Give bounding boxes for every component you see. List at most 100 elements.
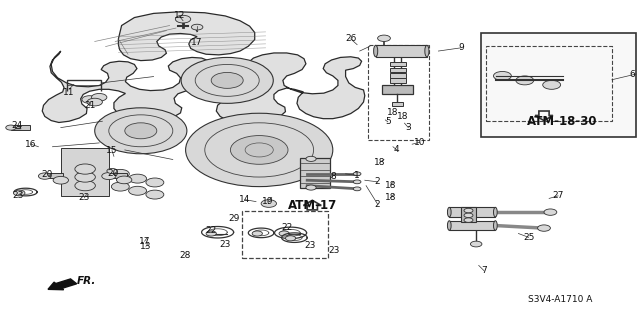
Circle shape	[544, 209, 557, 215]
Circle shape	[285, 236, 296, 241]
Text: 23: 23	[220, 240, 231, 249]
Circle shape	[87, 98, 102, 106]
Text: 16: 16	[25, 140, 36, 149]
Circle shape	[175, 15, 191, 23]
Text: 8: 8	[330, 172, 335, 181]
Circle shape	[252, 231, 262, 236]
Text: 25: 25	[523, 233, 534, 242]
Circle shape	[230, 136, 288, 164]
Text: 15: 15	[106, 146, 118, 155]
Circle shape	[82, 96, 97, 103]
Circle shape	[470, 241, 482, 247]
Ellipse shape	[493, 207, 497, 217]
Circle shape	[493, 71, 511, 80]
Circle shape	[306, 156, 316, 161]
Text: 28: 28	[179, 251, 191, 260]
Ellipse shape	[425, 45, 429, 57]
Text: 19: 19	[262, 197, 273, 206]
Bar	[449, 207, 495, 217]
Text: 26: 26	[345, 34, 356, 43]
Circle shape	[129, 186, 147, 195]
Circle shape	[543, 80, 561, 89]
Text: 23: 23	[328, 246, 340, 255]
Bar	[390, 62, 406, 66]
Bar	[481, 33, 636, 137]
Circle shape	[111, 182, 129, 191]
Text: 23: 23	[12, 191, 24, 200]
Text: 12: 12	[173, 11, 185, 20]
Text: 2: 2	[375, 200, 380, 209]
Circle shape	[464, 208, 473, 213]
Polygon shape	[42, 51, 365, 124]
Bar	[486, 46, 612, 121]
Text: 17: 17	[191, 38, 203, 47]
Text: 7: 7	[481, 266, 486, 275]
Circle shape	[146, 178, 164, 187]
Bar	[376, 45, 427, 57]
Circle shape	[306, 185, 316, 190]
Circle shape	[107, 168, 117, 174]
Text: 9: 9	[458, 43, 463, 52]
Text: 20: 20	[42, 170, 53, 179]
Circle shape	[186, 113, 333, 187]
Text: 10: 10	[414, 138, 426, 147]
Text: FR.: FR.	[77, 276, 96, 286]
Ellipse shape	[447, 207, 451, 217]
Circle shape	[538, 225, 550, 231]
Text: 3: 3	[406, 123, 411, 132]
Text: 14: 14	[239, 195, 251, 204]
Circle shape	[206, 231, 216, 236]
Circle shape	[464, 213, 473, 218]
Bar	[42, 173, 63, 178]
Bar	[449, 221, 495, 230]
Text: 1: 1	[355, 171, 360, 180]
Circle shape	[516, 76, 534, 85]
Circle shape	[75, 164, 95, 174]
Text: 29: 29	[228, 214, 240, 223]
Circle shape	[102, 173, 116, 180]
Circle shape	[279, 231, 289, 236]
Text: 18: 18	[374, 158, 386, 167]
Text: 22: 22	[281, 223, 292, 232]
FancyArrow shape	[48, 279, 77, 290]
Text: 18: 18	[385, 181, 396, 189]
Text: 5: 5	[385, 117, 390, 126]
Circle shape	[181, 57, 273, 103]
Text: 18: 18	[385, 193, 396, 202]
Circle shape	[353, 180, 361, 184]
Text: 6: 6	[630, 70, 635, 78]
Bar	[61, 148, 109, 196]
Circle shape	[75, 172, 95, 182]
Circle shape	[191, 24, 203, 30]
Text: 18: 18	[387, 108, 398, 117]
Text: ATM-18-30: ATM-18-30	[527, 115, 597, 128]
Circle shape	[75, 181, 95, 191]
Text: ATM-17: ATM-17	[288, 199, 337, 212]
Bar	[300, 158, 330, 188]
Text: 4: 4	[394, 145, 399, 154]
Bar	[390, 73, 406, 78]
Circle shape	[211, 72, 243, 88]
Text: 24: 24	[11, 121, 22, 130]
Circle shape	[125, 123, 157, 139]
Bar	[392, 102, 403, 106]
Circle shape	[92, 93, 107, 101]
Text: 23: 23	[304, 241, 316, 250]
Text: S3V4-A1710 A: S3V4-A1710 A	[528, 295, 592, 304]
Polygon shape	[118, 12, 255, 61]
Circle shape	[6, 125, 16, 130]
Ellipse shape	[374, 45, 378, 57]
Text: 2: 2	[375, 177, 380, 186]
Circle shape	[353, 172, 361, 176]
Text: 23: 23	[79, 193, 90, 202]
Ellipse shape	[447, 221, 451, 230]
Circle shape	[464, 218, 473, 222]
Circle shape	[261, 200, 276, 207]
Text: 17: 17	[139, 237, 150, 246]
Circle shape	[13, 190, 25, 196]
Text: 27: 27	[552, 191, 564, 200]
Circle shape	[378, 35, 390, 41]
Text: 13: 13	[140, 242, 152, 251]
Bar	[390, 68, 406, 72]
Circle shape	[129, 174, 147, 183]
